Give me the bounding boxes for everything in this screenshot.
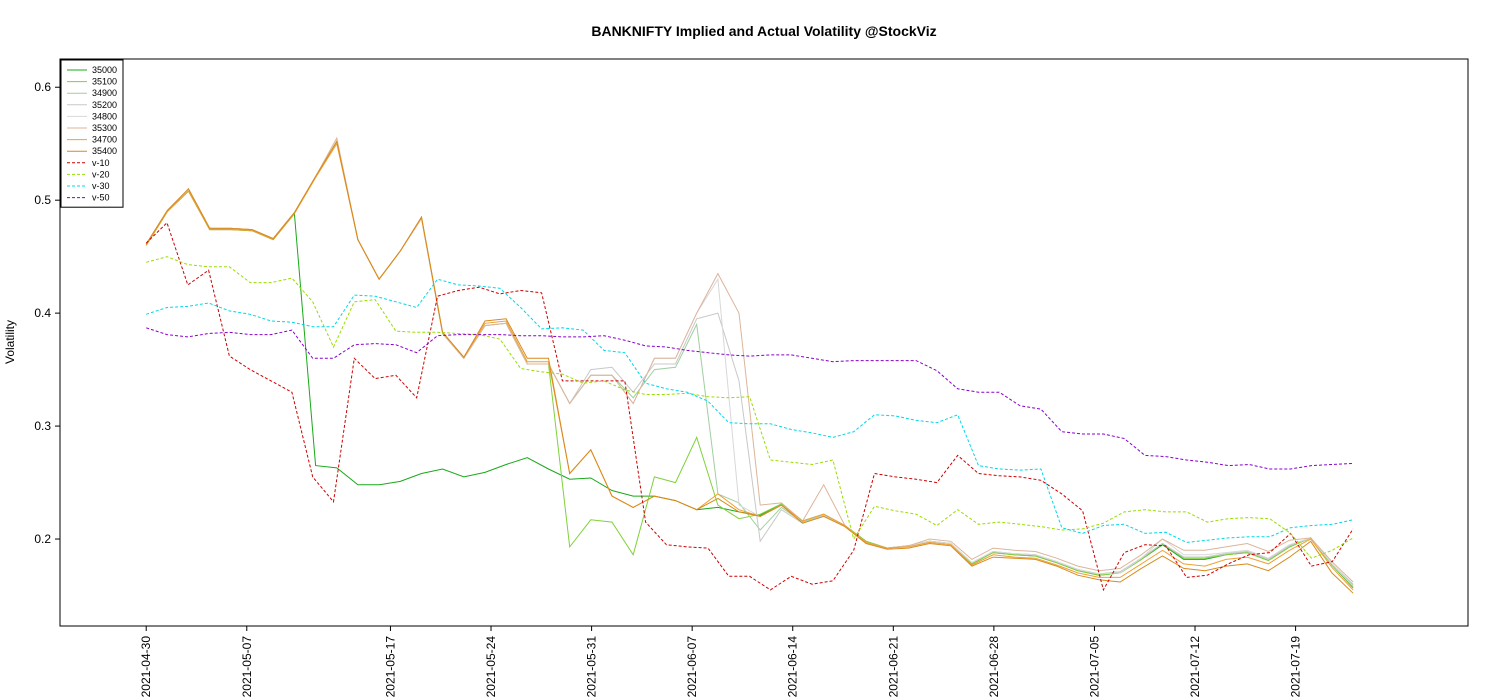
x-tick-label: 2021-05-31 — [585, 636, 599, 698]
plot-frame — [59, 58, 1469, 627]
x-tick-label: 2021-05-17 — [383, 636, 397, 698]
series-line-34900 — [145, 140, 1354, 586]
series-line-v-30 — [146, 278, 1354, 543]
chart-title: BANKNIFTY Implied and Actual Volatility … — [591, 23, 936, 39]
x-tick-label: 2021-04-30 — [139, 636, 153, 698]
legend-entry: 34900 — [92, 88, 117, 98]
y-axis-label: Volatility — [3, 320, 17, 364]
series-line-35100 — [145, 140, 1354, 587]
legend-box — [60, 59, 124, 208]
plot-border — [59, 58, 1469, 627]
x-tick-label: 2021-05-07 — [240, 636, 254, 698]
x-tick-label: 2021-06-28 — [987, 636, 1001, 698]
legend-entry: 35000 — [92, 65, 117, 75]
series-line-35400 — [145, 140, 1354, 594]
y-tick-label: 0.5 — [34, 193, 51, 207]
legend-entry: v-20 — [92, 169, 110, 179]
x-tick-label: 2021-06-14 — [786, 636, 800, 698]
legend-entry: 35300 — [92, 123, 117, 133]
legend-entry: 35400 — [92, 146, 117, 156]
legend-entry: v-10 — [92, 158, 110, 168]
x-tick-label: 2021-07-19 — [1289, 636, 1303, 698]
legend-entry: 34800 — [92, 111, 117, 121]
series-line-35200 — [145, 140, 1354, 585]
y-tick-label: 0.6 — [34, 80, 51, 94]
legend-entry: v-30 — [92, 181, 110, 191]
series-line-v-50 — [146, 327, 1354, 470]
series-line-35300 — [145, 136, 1354, 583]
series-lines — [145, 136, 1354, 594]
legend-entry: 34700 — [92, 135, 117, 145]
x-tick-label: 2021-06-07 — [685, 636, 699, 698]
y-tick-label: 0.2 — [34, 532, 51, 546]
x-tick-label: 2021-05-24 — [484, 636, 498, 698]
x-tick-label: 2021-07-12 — [1188, 636, 1202, 698]
legend-entry: v-50 — [92, 193, 110, 203]
legend-entry: 35200 — [92, 100, 117, 110]
y-tick-label: 0.4 — [34, 306, 51, 320]
series-line-35000 — [145, 190, 1354, 588]
legend-entry: 35100 — [92, 77, 117, 87]
series-line-34700 — [145, 142, 1354, 591]
y-tick-label: 0.3 — [34, 419, 51, 433]
x-axis: 2021-04-30 2021-05-07 2021-05-17 2021-05-24… — [139, 626, 1303, 698]
series-line-v-10 — [145, 221, 1354, 592]
series-line-34800 — [145, 140, 1354, 587]
x-tick-label: 2021-06-21 — [886, 636, 900, 698]
x-tick-label: 2021-07-05 — [1087, 636, 1101, 698]
y-axis: 0.2 0.3 0.4 0.5 0.6 — [34, 80, 60, 546]
